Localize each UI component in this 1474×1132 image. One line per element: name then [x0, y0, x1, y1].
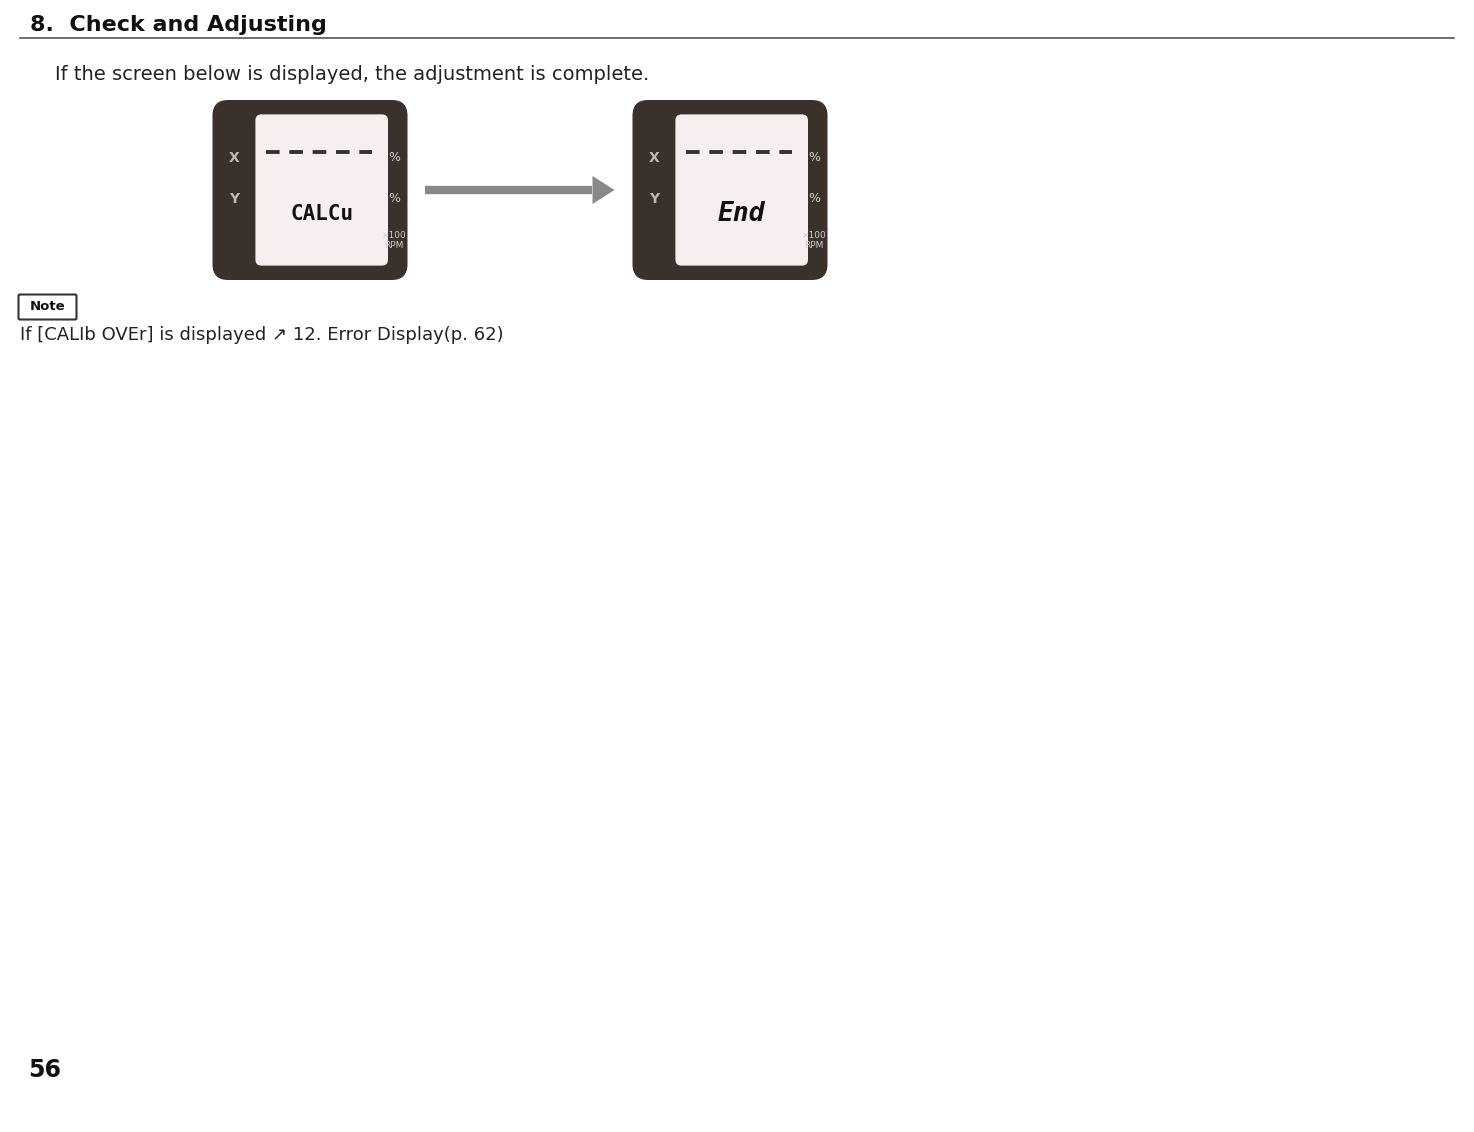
Text: Y: Y — [228, 192, 239, 206]
Text: %: % — [808, 192, 820, 206]
Text: End: End — [718, 201, 765, 228]
Text: Y: Y — [649, 192, 659, 206]
Text: 56: 56 — [28, 1058, 60, 1082]
Text: If [CALIb OVEr] is displayed ↗ 12. Error Display(p. 62): If [CALIb OVEr] is displayed ↗ 12. Error… — [21, 326, 504, 344]
Text: %: % — [388, 192, 399, 206]
FancyBboxPatch shape — [19, 294, 77, 319]
Text: %: % — [388, 151, 399, 164]
Text: CALCu: CALCu — [290, 204, 354, 224]
FancyBboxPatch shape — [632, 100, 827, 280]
Text: X: X — [228, 151, 239, 164]
Text: 8.  Check and Adjusting: 8. Check and Adjusting — [29, 15, 327, 35]
Polygon shape — [593, 175, 615, 204]
Text: If the screen below is displayed, the adjustment is complete.: If the screen below is displayed, the ad… — [55, 65, 649, 84]
Text: ×100
RPM: ×100 RPM — [802, 231, 827, 250]
FancyBboxPatch shape — [212, 100, 407, 280]
Text: ×100
RPM: ×100 RPM — [382, 231, 407, 250]
Text: X: X — [649, 151, 659, 164]
FancyBboxPatch shape — [255, 114, 388, 266]
FancyBboxPatch shape — [675, 114, 808, 266]
Text: Note: Note — [29, 300, 65, 314]
Text: %: % — [808, 151, 820, 164]
